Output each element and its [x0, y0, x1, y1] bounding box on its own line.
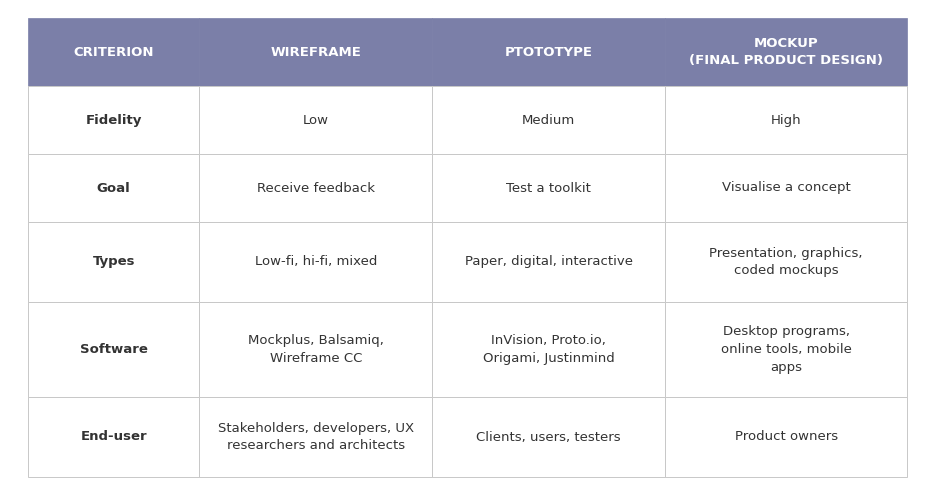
Text: Low: Low: [303, 113, 329, 127]
Text: CRITERION: CRITERION: [74, 45, 154, 58]
Bar: [432, 397, 666, 477]
Bar: [666, 18, 907, 86]
Bar: [432, 154, 666, 222]
Bar: [432, 302, 666, 397]
Bar: [666, 222, 907, 302]
Bar: [666, 302, 907, 397]
Bar: [199, 154, 432, 222]
Text: Software: Software: [79, 343, 148, 356]
Text: Types: Types: [93, 256, 135, 269]
Bar: [432, 18, 666, 86]
Text: WIREFRAME: WIREFRAME: [270, 45, 361, 58]
Text: Desktop programs,
online tools, mobile
apps: Desktop programs, online tools, mobile a…: [721, 326, 852, 373]
Bar: [432, 222, 666, 302]
Text: MOCKUP
(FINAL PRODUCT DESIGN): MOCKUP (FINAL PRODUCT DESIGN): [689, 37, 884, 67]
Text: Goal: Goal: [97, 182, 131, 195]
Text: Product owners: Product owners: [735, 431, 838, 444]
Bar: [199, 86, 432, 154]
Bar: [432, 86, 666, 154]
Text: Receive feedback: Receive feedback: [257, 182, 375, 195]
Text: Clients, users, testers: Clients, users, testers: [477, 431, 621, 444]
Bar: [666, 86, 907, 154]
Text: High: High: [770, 113, 801, 127]
Bar: [199, 397, 432, 477]
Text: Fidelity: Fidelity: [85, 113, 142, 127]
Bar: [666, 397, 907, 477]
Bar: [199, 302, 432, 397]
Bar: [199, 222, 432, 302]
Text: Low-fi, hi-fi, mixed: Low-fi, hi-fi, mixed: [254, 256, 377, 269]
Bar: [199, 18, 432, 86]
Text: Test a toolkit: Test a toolkit: [507, 182, 591, 195]
Text: InVision, Proto.io,
Origami, Justinmind: InVision, Proto.io, Origami, Justinmind: [483, 334, 614, 365]
Bar: [28, 302, 199, 397]
Text: PTOTOTYPE: PTOTOTYPE: [505, 45, 593, 58]
Text: Visualise a concept: Visualise a concept: [722, 182, 851, 195]
Text: Mockplus, Balsamiq,
Wireframe CC: Mockplus, Balsamiq, Wireframe CC: [248, 334, 383, 365]
Text: Presentation, graphics,
coded mockups: Presentation, graphics, coded mockups: [710, 247, 863, 277]
Bar: [28, 154, 199, 222]
Bar: [666, 154, 907, 222]
Bar: [28, 397, 199, 477]
Bar: [28, 222, 199, 302]
Bar: [28, 18, 199, 86]
Bar: [28, 86, 199, 154]
Text: Stakeholders, developers, UX
researchers and architects: Stakeholders, developers, UX researchers…: [218, 422, 414, 452]
Text: End-user: End-user: [80, 431, 147, 444]
Text: Medium: Medium: [522, 113, 575, 127]
Text: Paper, digital, interactive: Paper, digital, interactive: [465, 256, 633, 269]
